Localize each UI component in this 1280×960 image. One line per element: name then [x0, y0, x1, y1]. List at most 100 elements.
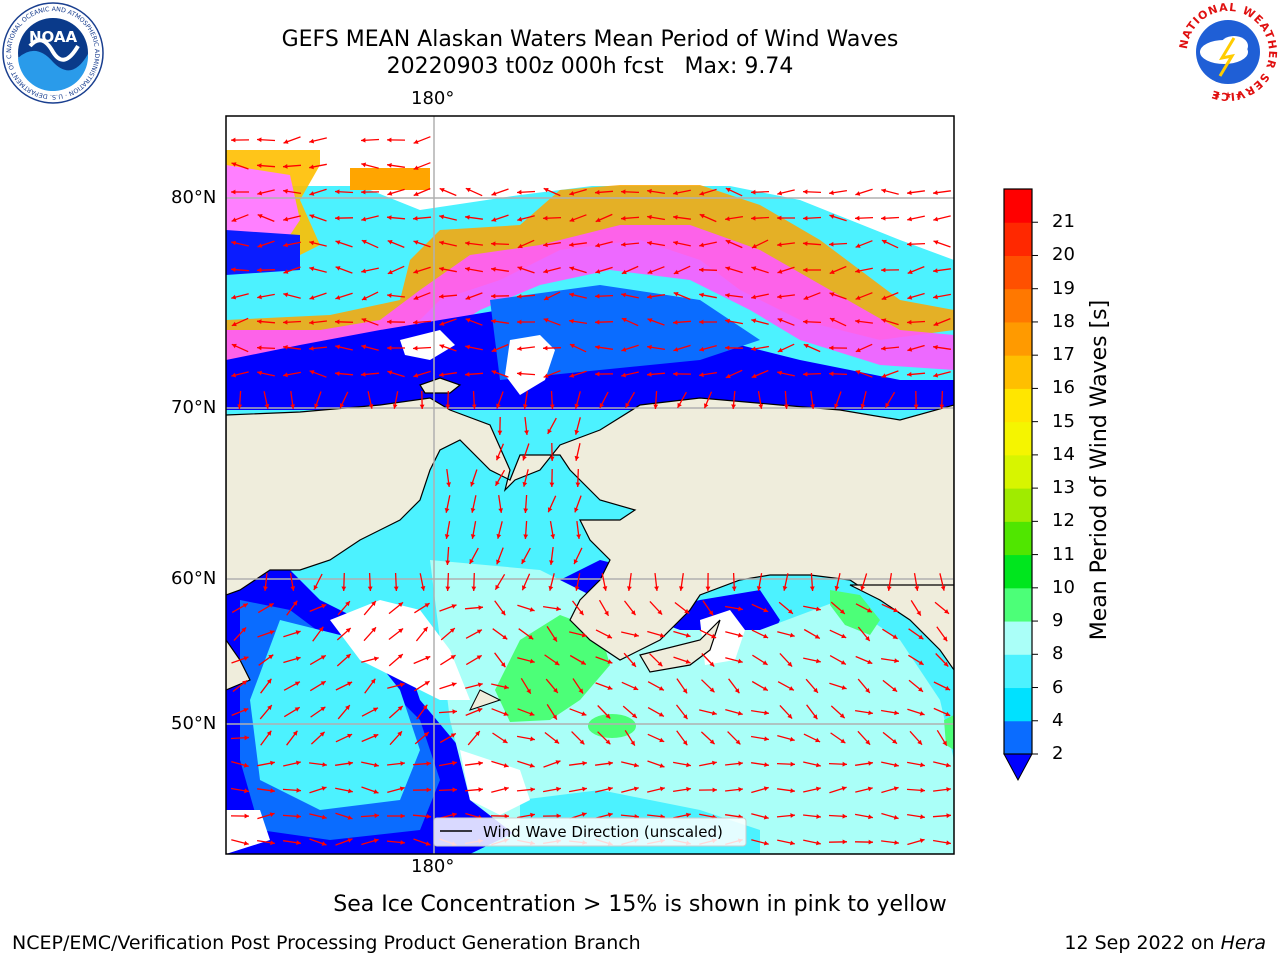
- wind-wave-arrow-head: [231, 372, 237, 378]
- wind-wave-arrow-head: [625, 402, 630, 408]
- wind-wave-arrow-head: [803, 344, 809, 349]
- wind-wave-arrow-head: [813, 687, 818, 693]
- wind-wave-arrow-head: [529, 607, 535, 612]
- wind-wave-arrow-head: [413, 191, 419, 196]
- wind-wave-arrow-head: [231, 294, 237, 300]
- wind-wave-arrow-head: [553, 688, 558, 693]
- wind-wave-arrow-head: [477, 708, 483, 713]
- wind-wave-arrow-head: [933, 345, 938, 350]
- wind-wave-arrow-head: [373, 707, 378, 712]
- wind-wave-arrow-head: [682, 740, 688, 746]
- wind-wave-arrow-head: [933, 268, 938, 273]
- wind-wave-arrow-head: [243, 840, 249, 846]
- wind-wave-arrow-head: [881, 373, 887, 378]
- wind-wave-arrow-head: [608, 761, 613, 766]
- wind-wave-arrow-head: [470, 481, 475, 487]
- wind-wave-arrow-head: [529, 658, 535, 664]
- wind-wave-arrow-head: [839, 713, 845, 719]
- wind-wave-arrow-head: [361, 162, 367, 168]
- wind-wave-arrow-head: [413, 295, 419, 300]
- wind-wave-arrow-head: [699, 267, 704, 273]
- wind-wave-arrow-head: [445, 404, 451, 409]
- wind-wave-arrow-head: [790, 761, 795, 767]
- wind-wave-arrow-head: [865, 688, 870, 693]
- wind-wave-arrow-head: [465, 344, 470, 350]
- wind-wave-arrow-head: [530, 736, 535, 742]
- wind-wave-arrow-head: [829, 214, 835, 219]
- wind-wave-arrow-head: [524, 430, 529, 435]
- wind-wave-arrow-head: [231, 267, 236, 272]
- wind-wave-arrow-head: [647, 318, 653, 323]
- wind-wave-arrow-head: [292, 730, 298, 736]
- wind-wave-arrow-head: [607, 812, 613, 818]
- wind-wave-arrow-head: [763, 607, 769, 613]
- wind-wave-arrow-head: [424, 681, 430, 686]
- wind-wave-arrow-head: [530, 787, 535, 792]
- wind-wave-arrow-head: [335, 266, 341, 271]
- wind-wave-arrow-head: [725, 266, 731, 271]
- wind-wave-arrow-head: [361, 295, 367, 301]
- wind-wave-arrow-head: [309, 266, 315, 272]
- wind-wave-arrow-head: [309, 191, 315, 196]
- wind-wave-arrow-head: [574, 429, 580, 435]
- wind-wave-arrow-head: [686, 786, 691, 792]
- wind-wave-arrow-head: [574, 507, 579, 513]
- wind-wave-arrow-head: [446, 482, 451, 487]
- wind-wave-arrow-head: [756, 586, 762, 591]
- colorbar-band: [1004, 255, 1032, 290]
- wind-wave-arrow-head: [231, 189, 236, 195]
- wind-wave-arrow-head: [725, 293, 730, 298]
- wind-wave-arrow-head: [751, 266, 757, 271]
- wind-wave-arrow-head: [631, 713, 637, 718]
- wind-wave-arrow-head: [294, 707, 300, 712]
- wind-wave-arrow-head: [907, 347, 913, 352]
- wind-wave-arrow-head: [361, 318, 367, 323]
- wind-wave-arrow-head: [630, 610, 636, 616]
- wind-wave-arrow-head: [426, 761, 431, 766]
- wind-wave-arrow-head: [491, 347, 497, 352]
- wind-wave-arrow-head: [946, 813, 951, 819]
- wind-wave-arrow-head: [491, 241, 496, 247]
- wind-wave-arrow-head: [894, 840, 899, 845]
- wind-wave-arrow-head: [552, 636, 557, 642]
- wind-wave-arrow-head: [685, 633, 691, 638]
- wind-wave-arrow-head: [855, 191, 861, 196]
- wind-wave-arrow-head: [893, 815, 899, 820]
- wind-wave-arrow-head: [476, 655, 482, 660]
- wind-wave-arrow-head: [547, 428, 552, 434]
- wind-wave-arrow-head: [942, 740, 947, 746]
- wind-wave-arrow-head: [543, 318, 549, 323]
- nws-logo: NATIONAL WEATHER SERVICE ★ ★ ★: [1176, 0, 1280, 104]
- wind-wave-arrow-head: [243, 656, 249, 661]
- wind-wave-arrow-head: [257, 267, 262, 273]
- wind-wave-arrow-head: [387, 240, 393, 245]
- wind-wave-arrow-head: [709, 687, 715, 693]
- wind-wave-arrow-head: [762, 686, 768, 691]
- colorbar-tick-label: 21: [1052, 211, 1075, 233]
- wind-wave-arrow-head: [543, 268, 549, 274]
- wind-wave-arrow-head: [595, 242, 601, 248]
- wind-wave-arrow-head: [450, 733, 456, 738]
- colorbar-band: [1004, 454, 1032, 489]
- wind-wave-arrow-head: [321, 841, 327, 846]
- wind-wave-arrow-head: [361, 137, 366, 143]
- footer-machine: Hera: [1220, 932, 1266, 954]
- wind-wave-arrow-head: [529, 763, 535, 768]
- wind-wave-arrow-head: [867, 608, 872, 613]
- wind-wave-arrow-head: [257, 137, 262, 143]
- wind-wave-arrow-head: [673, 190, 678, 196]
- wind-wave-arrow-head: [582, 761, 587, 766]
- colorbar-tick-label: 13: [1052, 477, 1075, 499]
- wind-wave-arrow-head: [309, 295, 315, 300]
- direction-legend: Wind Wave Direction (unscaled): [433, 817, 747, 847]
- colorbar-tick-label: 15: [1052, 410, 1075, 432]
- colorbar-tick-label: 2: [1052, 743, 1064, 764]
- wind-wave-arrow-head: [335, 189, 340, 195]
- wind-wave-arrow-head: [283, 139, 289, 144]
- colorbar-band: [1004, 687, 1032, 722]
- wind-wave-arrow-head: [751, 373, 757, 378]
- svg-text:★ ★ ★: ★ ★ ★: [1213, 91, 1243, 101]
- wind-wave-arrow-head: [335, 295, 341, 300]
- colorbar: [1003, 188, 1038, 782]
- wind-wave-arrow-head: [658, 686, 664, 691]
